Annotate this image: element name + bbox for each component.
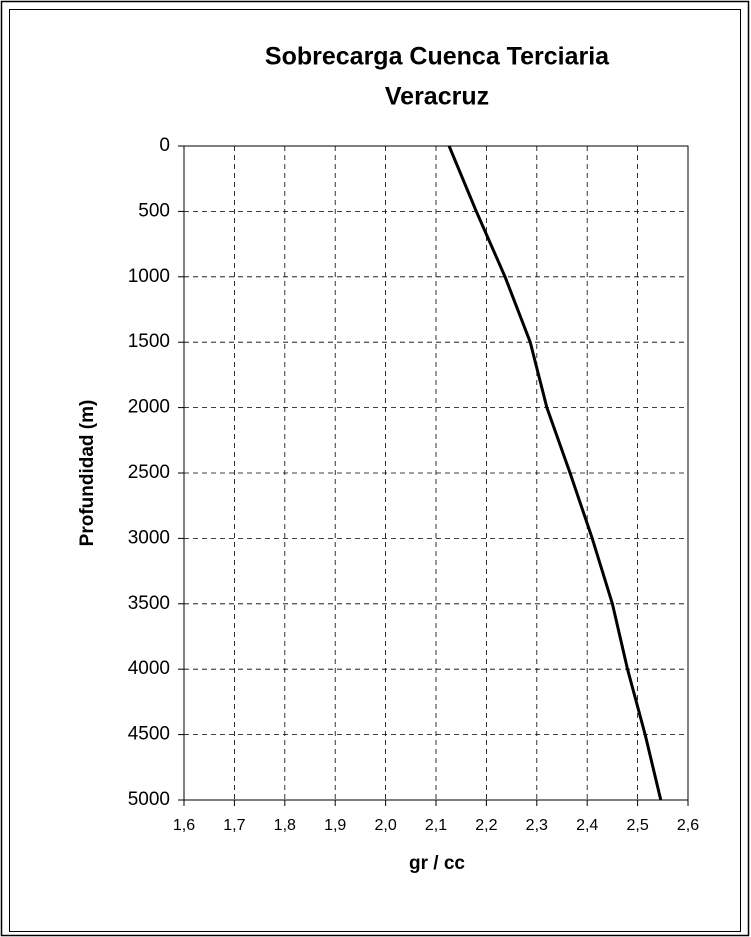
- x-tick-label: 1,8: [274, 817, 296, 834]
- y-tick-label: 5000: [128, 789, 170, 810]
- y-tick-label: 1000: [128, 266, 170, 287]
- data-line: [447, 145, 663, 801]
- x-tick-label: 2,4: [576, 817, 598, 834]
- y-tick-label: 500: [138, 200, 170, 221]
- x-tick-label: 2,3: [526, 817, 548, 834]
- x-tick-label: 2,2: [475, 817, 497, 834]
- y-tick-label: 1500: [128, 331, 170, 352]
- chart-title: Veracruz: [385, 83, 489, 111]
- x-tick-label: 2,5: [626, 817, 648, 834]
- x-tick-label: 1,7: [223, 817, 245, 834]
- plot-frame: [9, 9, 741, 932]
- y-axis-label: Profundidad (m): [77, 400, 98, 547]
- y-tick-label: 0: [159, 135, 170, 156]
- x-tick-label: 2,1: [425, 817, 447, 834]
- x-axis-label: gr / cc: [409, 853, 465, 874]
- plot-area: [183, 145, 689, 801]
- y-tick-label: 2500: [128, 462, 170, 483]
- x-tick-label: 2,0: [374, 817, 396, 834]
- y-tick-label: 4500: [128, 724, 170, 745]
- chart-title: Sobrecarga Cuenca Terciaria: [265, 43, 610, 71]
- y-tick-label: 2000: [128, 397, 170, 418]
- x-tick-label: 2,6: [677, 817, 699, 834]
- y-tick-label: 4000: [128, 658, 170, 679]
- y-tick-label: 3000: [128, 527, 170, 548]
- x-tick-label: 1,6: [173, 817, 195, 834]
- x-tick-label: 1,9: [324, 817, 346, 834]
- y-tick-label: 3500: [128, 593, 170, 614]
